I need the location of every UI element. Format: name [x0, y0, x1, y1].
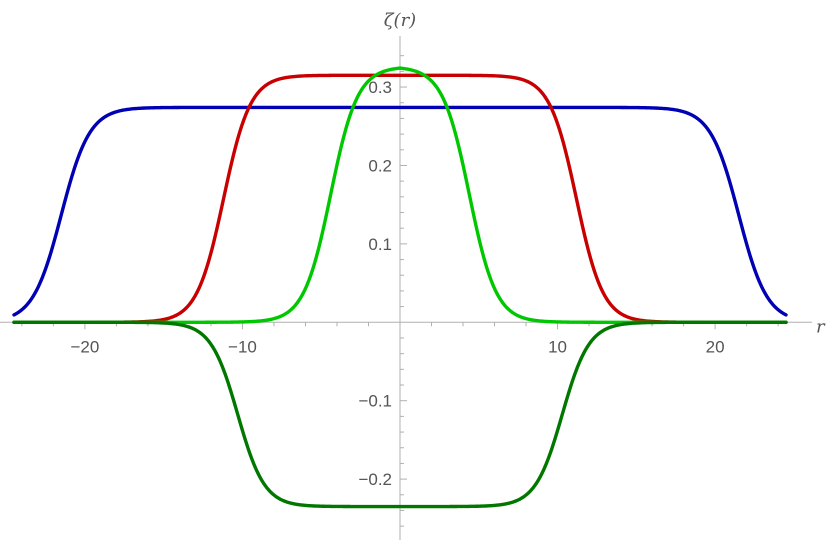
y-tick-label: 0.2: [368, 156, 392, 175]
tick-labels: −20 −10 10 20 −0.2 −0.1 0.1 0.2 0.3: [70, 78, 724, 489]
y-tick-label: 0.1: [368, 235, 392, 254]
x-axis-label: r: [816, 316, 826, 337]
series-line-1: [12, 105, 788, 317]
axes: −20 −10 10 20 −0.2 −0.1 0.1 0.2 0.3: [0, 36, 812, 540]
y-tick-label: 0.3: [368, 78, 392, 97]
x-tick-label: −10: [228, 337, 257, 356]
series-line-4: [12, 320, 788, 509]
y-tick-label: −0.2: [358, 470, 392, 489]
y-axis-label: ζ(r): [384, 10, 416, 31]
series-group: [12, 66, 788, 509]
x-tick-label: 10: [548, 337, 567, 356]
x-tick-label: 20: [706, 337, 725, 356]
y-tick-label: −0.1: [358, 392, 392, 411]
x-tick-label: −20: [70, 337, 99, 356]
